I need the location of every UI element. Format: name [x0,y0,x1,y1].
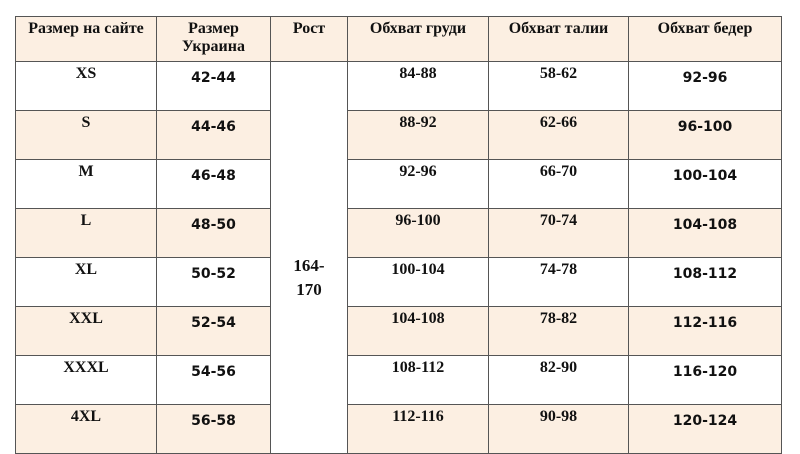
cell-site-size: XXL [15,306,157,356]
table-row: XS 42-44 164- 170 84-88 58-62 92-96 [15,61,782,454]
cell-waist: 62-66 [488,110,629,160]
header-waist: Обхват талии [488,16,629,62]
cell-site-size: M [15,159,157,209]
cell-hips: 104-108 [628,208,782,258]
cell-ukraine-size: 52-54 [156,306,271,356]
table-row: S 44-46 88-92 62-66 96-100 [15,110,782,160]
cell-chest: 104-108 [347,306,489,356]
header-hips: Обхват бедер [628,16,782,62]
cell-site-size: XL [15,257,157,307]
header-row: Размер на сайте Размер Украина Рост Обхв… [15,16,782,62]
cell-site-size: XS [15,61,157,111]
cell-height: 164- 170 [270,61,348,454]
cell-waist: 90-98 [488,404,629,454]
cell-hips: 120-124 [628,404,782,454]
cell-hips: 96-100 [628,110,782,160]
table-row: XXXL 54-56 108-112 82-90 116-120 [15,355,782,405]
cell-site-size: XXXL [15,355,157,405]
cell-waist: 66-70 [488,159,629,209]
cell-chest: 88-92 [347,110,489,160]
cell-chest: 84-88 [347,61,489,111]
cell-ukraine-size: 42-44 [156,61,271,111]
cell-chest: 108-112 [347,355,489,405]
table-row: XL 50-52 100-104 74-78 108-112 [15,257,782,307]
cell-site-size: 4XL [15,404,157,454]
cell-chest: 100-104 [347,257,489,307]
cell-site-size: L [15,208,157,258]
cell-ukraine-size: 48-50 [156,208,271,258]
table-row: M 46-48 92-96 66-70 100-104 [15,159,782,209]
cell-ukraine-size: 54-56 [156,355,271,405]
size-chart-table: Размер на сайте Размер Украина Рост Обхв… [15,16,782,454]
cell-ukraine-size: 46-48 [156,159,271,209]
header-ukraine-size: Размер Украина [156,16,271,62]
header-height: Рост [270,16,348,62]
cell-ukraine-size: 44-46 [156,110,271,160]
cell-site-size: S [15,110,157,160]
table-row: XXL 52-54 104-108 78-82 112-116 [15,306,782,356]
cell-waist: 74-78 [488,257,629,307]
cell-waist: 82-90 [488,355,629,405]
cell-chest: 92-96 [347,159,489,209]
cell-hips: 100-104 [628,159,782,209]
table-row: 4XL 56-58 112-116 90-98 120-124 [15,404,782,454]
cell-waist: 78-82 [488,306,629,356]
cell-waist: 58-62 [488,61,629,111]
cell-chest: 112-116 [347,404,489,454]
cell-hips: 108-112 [628,257,782,307]
header-site-size: Размер на сайте [15,16,157,62]
cell-hips: 92-96 [628,61,782,111]
cell-hips: 116-120 [628,355,782,405]
header-chest: Обхват груди [347,16,489,62]
cell-ukraine-size: 50-52 [156,257,271,307]
table-row: L 48-50 96-100 70-74 104-108 [15,208,782,258]
cell-hips: 112-116 [628,306,782,356]
cell-chest: 96-100 [347,208,489,258]
cell-waist: 70-74 [488,208,629,258]
cell-ukraine-size: 56-58 [156,404,271,454]
